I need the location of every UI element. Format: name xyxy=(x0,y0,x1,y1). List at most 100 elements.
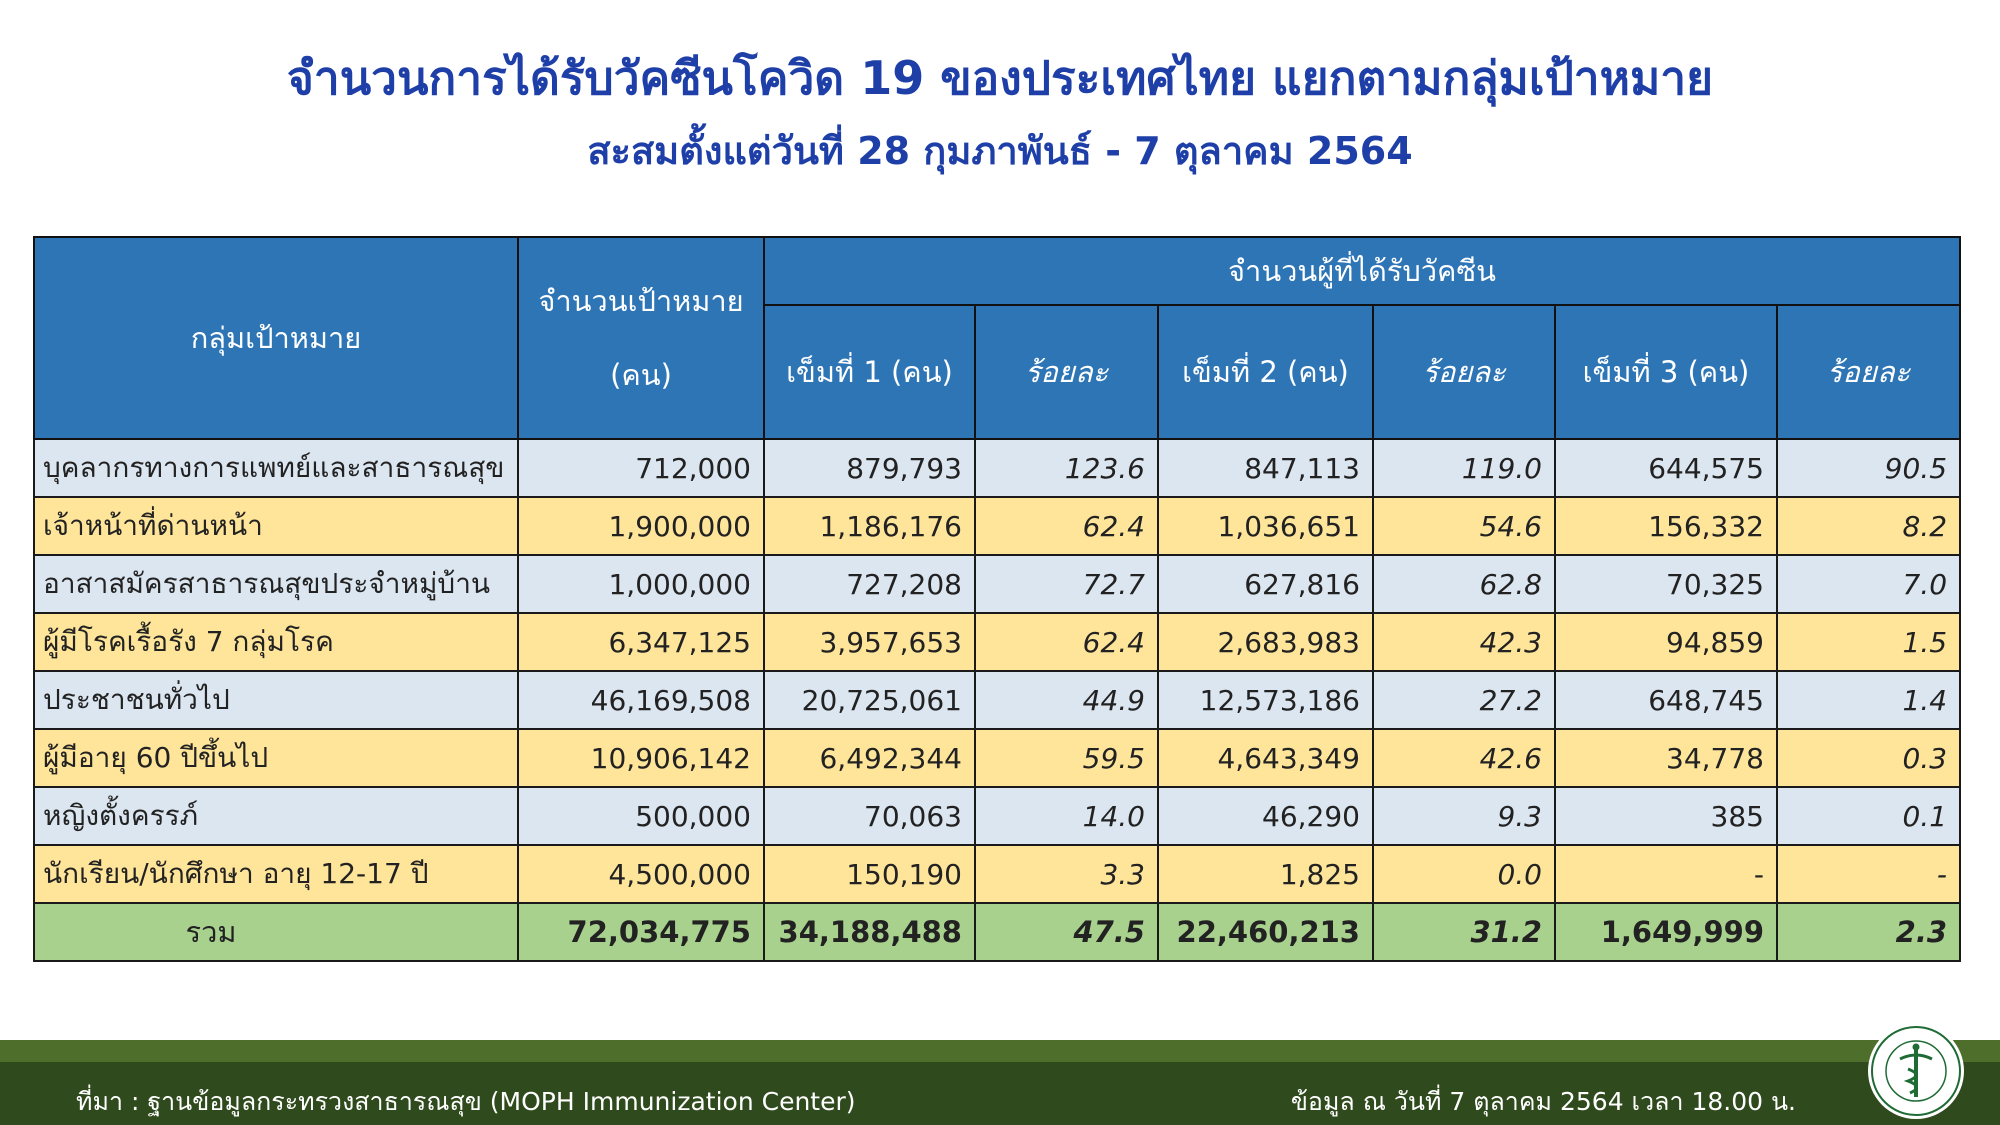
total-row: รวม 72,034,775 34,188,488 47.5 22,460,21… xyxy=(33,902,1962,962)
row-pct3: 0.1 xyxy=(1775,786,1962,846)
row-target: 10,906,142 xyxy=(517,728,765,788)
row-dose2: 46,290 xyxy=(1157,786,1374,846)
row-dose1: 879,793 xyxy=(763,438,976,498)
row-dose2: 627,816 xyxy=(1157,554,1374,614)
row-group: ประชาชนทั่วไป xyxy=(33,670,519,730)
header-vaccinated: จำนวนผู้ที่ได้รับวัคซีน xyxy=(762,236,1962,306)
row-dose3: 94,859 xyxy=(1554,612,1778,672)
row-pct2: 42.3 xyxy=(1372,612,1556,672)
row-pct2: 54.6 xyxy=(1372,496,1556,556)
row-pct3: - xyxy=(1775,844,1962,904)
row-dose1: 1,186,176 xyxy=(763,496,976,556)
row-dose3: 34,778 xyxy=(1554,728,1778,788)
row-pct2: 0.0 xyxy=(1372,844,1556,904)
vaccination-table: กลุ่มเป้าหมาย จำนวนเป้าหมาย (คน) จำนวนผู… xyxy=(33,236,1962,962)
row-pct1: 44.9 xyxy=(974,670,1159,730)
row-dose2: 1,036,651 xyxy=(1157,496,1374,556)
header-target: จำนวนเป้าหมาย (คน) xyxy=(517,236,765,440)
row-group: ผู้มีอายุ 60 ปีขึ้นไป xyxy=(33,728,519,788)
row-group: อาสาสมัครสาธารณสุขประจำหมู่บ้าน xyxy=(33,554,519,614)
row-pct3: 8.2 xyxy=(1775,496,1962,556)
footer-strip xyxy=(0,1040,2000,1062)
row-pct1: 123.6 xyxy=(974,438,1159,498)
header-dose1: เข็มที่ 1 (คน) xyxy=(763,304,976,440)
row-target: 500,000 xyxy=(517,786,765,846)
header-dose3: เข็มที่ 3 (คน) xyxy=(1554,304,1778,440)
row-dose1: 3,957,653 xyxy=(763,612,976,672)
row-dose3: 156,332 xyxy=(1554,496,1778,556)
page-subtitle: สะสมตั้งแต่วันที่ 28 กุมภาพันธ์ - 7 ตุลา… xyxy=(587,129,1413,173)
row-target: 46,169,508 xyxy=(517,670,765,730)
row-pct2: 27.2 xyxy=(1372,670,1556,730)
row-dose1: 150,190 xyxy=(763,844,976,904)
row-dose1: 727,208 xyxy=(763,554,976,614)
row-pct2: 9.3 xyxy=(1372,786,1556,846)
row-target: 4,500,000 xyxy=(517,844,765,904)
total-dose1: 34,188,488 xyxy=(763,902,976,962)
row-target: 6,347,125 xyxy=(517,612,765,672)
table-row: อาสาสมัครสาธารณสุขประจำหมู่บ้าน 1,000,00… xyxy=(33,554,1962,614)
total-label: รวม xyxy=(33,902,519,962)
row-dose3: 648,745 xyxy=(1554,670,1778,730)
row-dose1: 6,492,344 xyxy=(763,728,976,788)
table-row: ผู้มีโรคเรื้อรัง 7 กลุ่มโรค 6,347,125 3,… xyxy=(33,612,1962,672)
row-target: 1,000,000 xyxy=(517,554,765,614)
row-pct1: 72.7 xyxy=(974,554,1159,614)
row-dose2: 847,113 xyxy=(1157,438,1374,498)
row-dose2: 4,643,349 xyxy=(1157,728,1374,788)
table-row: บุคลากรทางการแพทย์และสาธารณสุข 712,000 8… xyxy=(33,438,1962,498)
header-pct3: ร้อยละ xyxy=(1775,304,1962,440)
table-body: บุคลากรทางการแพทย์และสาธารณสุข 712,000 8… xyxy=(33,438,1962,962)
header-group: กลุ่มเป้าหมาย xyxy=(33,236,519,440)
row-dose3: - xyxy=(1554,844,1778,904)
header-pct1: ร้อยละ xyxy=(974,304,1159,440)
row-dose2: 2,683,983 xyxy=(1157,612,1374,672)
row-pct2: 62.8 xyxy=(1372,554,1556,614)
row-pct1: 62.4 xyxy=(974,496,1159,556)
footer-source: ที่มา : ฐานข้อมูลกระทรวงสาธารณสุข (MOPH … xyxy=(76,1087,856,1116)
table-row: หญิงตั้งครรภ์ 500,000 70,063 14.0 46,290… xyxy=(33,786,1962,846)
row-pct2: 119.0 xyxy=(1372,438,1556,498)
table-row: นักเรียน/นักศึกษา อายุ 12-17 ปี 4,500,00… xyxy=(33,844,1962,904)
header-target-line2: (คน) xyxy=(610,358,672,392)
row-dose1: 20,725,061 xyxy=(763,670,976,730)
page-title: จำนวนการได้รับวัคซีนโควิด 19 ของประเทศไท… xyxy=(286,51,1714,105)
row-target: 712,000 xyxy=(517,438,765,498)
footer-as-of: ข้อมูล ณ วันที่ 7 ตุลาคม 2564 เวลา 18.00… xyxy=(1290,1087,1796,1116)
row-pct3: 90.5 xyxy=(1775,438,1962,498)
row-group: บุคลากรทางการแพทย์และสาธารณสุข xyxy=(33,438,519,498)
total-pct3: 2.3 xyxy=(1775,902,1962,962)
table-row: ประชาชนทั่วไป 46,169,508 20,725,061 44.9… xyxy=(33,670,1962,730)
total-pct1: 47.5 xyxy=(974,902,1159,962)
row-group: นักเรียน/นักศึกษา อายุ 12-17 ปี xyxy=(33,844,519,904)
row-pct1: 59.5 xyxy=(974,728,1159,788)
row-group: ผู้มีโรคเรื้อรัง 7 กลุ่มโรค xyxy=(33,612,519,672)
header-pct2: ร้อยละ xyxy=(1372,304,1556,440)
table-row: เจ้าหน้าที่ด่านหน้า 1,900,000 1,186,176 … xyxy=(33,496,1962,556)
row-pct1: 14.0 xyxy=(974,786,1159,846)
row-pct3: 1.5 xyxy=(1775,612,1962,672)
row-dose3: 644,575 xyxy=(1554,438,1778,498)
table-header: กลุ่มเป้าหมาย จำนวนเป้าหมาย (คน) จำนวนผู… xyxy=(33,236,1962,440)
total-pct2: 31.2 xyxy=(1372,902,1556,962)
total-dose2: 22,460,213 xyxy=(1157,902,1374,962)
row-dose3: 385 xyxy=(1554,786,1778,846)
row-pct2: 42.6 xyxy=(1372,728,1556,788)
row-dose1: 70,063 xyxy=(763,786,976,846)
row-dose2: 1,825 xyxy=(1157,844,1374,904)
total-dose3: 1,649,999 xyxy=(1554,902,1778,962)
total-target: 72,034,775 xyxy=(517,902,765,962)
row-target: 1,900,000 xyxy=(517,496,765,556)
row-dose2: 12,573,186 xyxy=(1157,670,1374,730)
row-dose3: 70,325 xyxy=(1554,554,1778,614)
row-pct3: 1.4 xyxy=(1775,670,1962,730)
row-pct1: 62.4 xyxy=(974,612,1159,672)
table-row: ผู้มีอายุ 60 ปีขึ้นไป 10,906,142 6,492,3… xyxy=(33,728,1962,788)
row-pct3: 0.3 xyxy=(1775,728,1962,788)
row-group: เจ้าหน้าที่ด่านหน้า xyxy=(33,496,519,556)
row-pct3: 7.0 xyxy=(1775,554,1962,614)
row-pct1: 3.3 xyxy=(974,844,1159,904)
header-target-line1: จำนวนเป้าหมาย xyxy=(538,284,744,318)
row-group: หญิงตั้งครรภ์ xyxy=(33,786,519,846)
moph-logo-icon xyxy=(1868,1023,1964,1119)
